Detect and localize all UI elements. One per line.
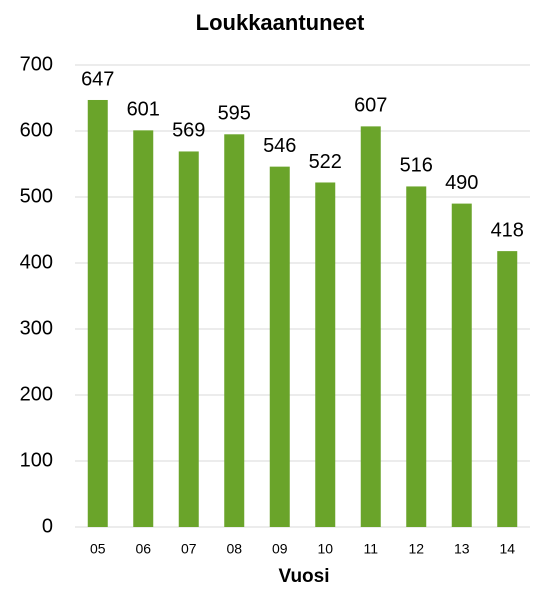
x-tick-label: 07 xyxy=(181,541,197,557)
data-label: 595 xyxy=(218,103,251,125)
x-tick-label: 05 xyxy=(90,541,106,557)
bar xyxy=(497,251,518,527)
data-label: 607 xyxy=(354,95,387,117)
data-label: 516 xyxy=(400,155,433,177)
x-axis-title: Vuosi xyxy=(278,566,329,587)
y-tick-label: 200 xyxy=(20,383,53,405)
bar xyxy=(315,182,336,528)
chart-title: Loukkaantuneet xyxy=(196,10,365,35)
data-label: 569 xyxy=(172,120,205,142)
x-tick-label: 11 xyxy=(363,541,378,557)
x-tick-label: 14 xyxy=(499,541,515,557)
x-tick-label: 13 xyxy=(454,541,470,557)
y-tick-label: 500 xyxy=(20,185,53,207)
bar xyxy=(269,166,290,527)
data-label: 418 xyxy=(491,219,524,241)
y-tick-label: 400 xyxy=(20,251,53,273)
y-tick-label: 600 xyxy=(20,119,53,141)
bar xyxy=(406,186,427,527)
bar xyxy=(451,203,472,527)
y-tick-label: 300 xyxy=(20,317,53,339)
bar xyxy=(224,134,245,528)
bar xyxy=(133,130,154,527)
bar xyxy=(360,126,381,527)
x-tick-label: 06 xyxy=(135,541,151,557)
x-tick-label: 08 xyxy=(226,541,242,557)
data-label: 546 xyxy=(263,135,296,157)
data-label: 522 xyxy=(309,151,342,173)
bar xyxy=(87,99,108,527)
x-tick-label: 09 xyxy=(272,541,288,557)
bar xyxy=(178,151,199,527)
data-label: 490 xyxy=(445,172,478,194)
data-label: 601 xyxy=(127,99,160,121)
y-tick-label: 700 xyxy=(20,53,53,75)
data-label: 647 xyxy=(81,68,114,90)
x-tick-label: 10 xyxy=(317,541,333,557)
x-tick-label: 12 xyxy=(408,541,424,557)
y-tick-label: 100 xyxy=(20,449,53,471)
y-tick-label: 0 xyxy=(42,515,53,537)
